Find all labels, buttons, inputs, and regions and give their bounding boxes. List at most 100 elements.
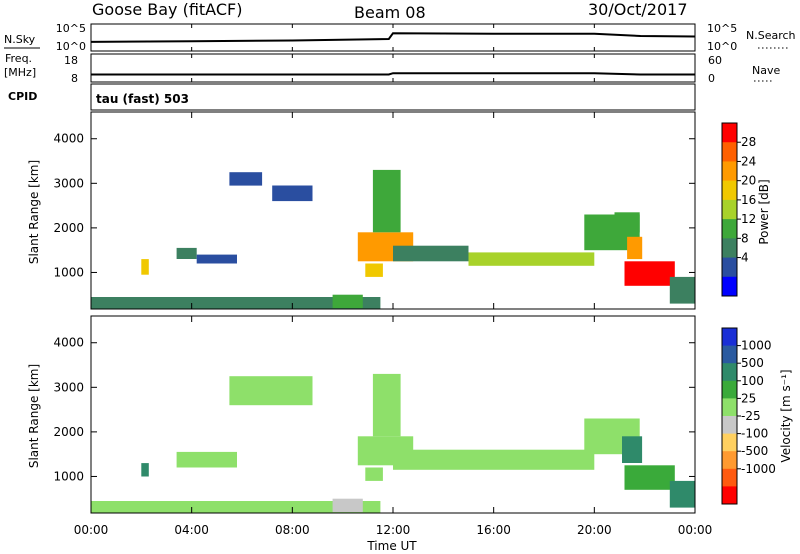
time-axis-label: Time UT	[366, 539, 417, 553]
y-tick-label: 1000	[53, 469, 84, 483]
cpid-value: tau (fast) 503	[96, 92, 189, 106]
colorbar-tick-label: 28	[741, 135, 756, 149]
nave-label: Nave	[752, 64, 780, 77]
colorbar-swatch	[722, 199, 737, 220]
heatmap-cell	[365, 263, 383, 277]
heatmap-cell	[669, 276, 695, 304]
colorbar-swatch	[722, 219, 737, 239]
colorbar-swatch	[722, 345, 737, 364]
y-tick-label: 2000	[53, 221, 84, 235]
x-tick-label: 08:00	[275, 523, 310, 537]
velocity-heatmap	[91, 373, 695, 513]
power-yaxis: 4000 3000 2000 1000	[53, 132, 695, 279]
colorbar-tick-label: 12	[741, 212, 756, 226]
colorbar-tick-label: -25	[741, 409, 761, 423]
heatmap-cell	[624, 465, 675, 490]
x-tick-label: 00:00	[678, 523, 713, 537]
colorbar-tick-label: 25	[741, 391, 756, 405]
cpid-panel-frame	[90, 83, 696, 111]
power-colorbar-label: Power [dB]	[757, 179, 771, 244]
heatmap-cell	[141, 259, 149, 275]
colorbar-tick-label: 1000	[741, 339, 772, 353]
heatmap-cell	[622, 436, 643, 463]
beam-title: Beam 08	[354, 3, 426, 22]
heatmap-cell	[229, 376, 313, 406]
x-tick-label: 00:00	[74, 523, 109, 537]
nsky-label: N.Sky	[4, 33, 36, 46]
colorbar-swatch	[722, 142, 737, 162]
cpid-label: CPID	[8, 90, 37, 103]
y-tick-label: 3000	[53, 176, 84, 190]
colorbar-swatch	[722, 328, 737, 347]
colorbar-swatch	[722, 433, 737, 452]
x-tick-label: 04:00	[174, 523, 209, 537]
heatmap-cell	[372, 373, 401, 437]
heatmap-cell	[332, 294, 363, 309]
colorbar-frame	[721, 122, 738, 297]
colorbar-tick-label: 100	[741, 374, 764, 388]
heatmap-cell	[176, 247, 197, 259]
date-title: 30/Oct/2017	[588, 0, 688, 19]
power-ylabel: Slant Range [km]	[27, 160, 41, 264]
nsky-panel-frame	[90, 23, 696, 52]
station-title: Goose Bay (fitACF)	[92, 0, 242, 19]
colorbar-swatch	[722, 123, 737, 143]
colorbar-swatch	[722, 363, 737, 382]
heatmap-cell	[272, 185, 313, 202]
x-tick-label: 20:00	[577, 523, 612, 537]
heatmap-cell	[372, 169, 401, 233]
power-colorbar: 28 24 20 16 12 8 4	[721, 122, 756, 297]
velocity-yaxis: 4000 3000 2000 1000	[53, 336, 695, 483]
y-tick-label: 4000	[53, 132, 84, 146]
freq-tick-bottom: 8	[71, 72, 78, 85]
heatmap-cell	[624, 261, 675, 286]
heatmap-cell	[141, 463, 149, 477]
power-heatmap	[91, 169, 695, 309]
heatmap-cell	[196, 254, 237, 264]
nsearch-tick-bottom: 10^0	[707, 40, 737, 53]
colorbar-tick-label: -1000	[741, 462, 776, 476]
heatmap-cell	[669, 480, 695, 508]
heatmap-cell	[91, 501, 381, 513]
y-tick-label: 1000	[53, 265, 84, 279]
nave-tick-top: 60	[708, 54, 722, 67]
nsearch-tick-top: 10^5	[707, 22, 737, 35]
heatmap-cell	[229, 172, 263, 186]
freq-label: Freq.	[5, 52, 32, 65]
heatmap-cell	[393, 245, 469, 262]
freq-tick-top: 18	[64, 54, 78, 67]
y-tick-label: 2000	[53, 425, 84, 439]
colorbar-tick-label: 20	[741, 174, 756, 188]
heatmap-cell	[91, 297, 381, 309]
heatmap-cell	[627, 236, 643, 260]
heatmap-cell	[468, 252, 595, 266]
y-tick-label: 3000	[53, 380, 84, 394]
colorbar-swatch	[722, 276, 737, 297]
colorbar-swatch	[722, 398, 737, 417]
colorbar-swatch	[722, 451, 737, 470]
colorbar-tick-label: 24	[741, 154, 756, 168]
nave-tick-bottom: 0	[708, 72, 715, 85]
colorbar-swatch	[722, 468, 737, 487]
colorbar-swatch	[722, 257, 737, 278]
time-axis: 00:00 04:00 08:00 12:00 16:00 20:00 00:00	[74, 24, 713, 537]
colorbar-swatch	[722, 380, 737, 399]
colorbar-tick-label: -500	[741, 444, 768, 458]
heatmap-cell	[393, 449, 595, 470]
nsky-trace	[90, 32, 696, 43]
heatmap-cell	[614, 212, 640, 233]
colorbar-swatch	[722, 486, 737, 505]
colorbar-tick-label: -100	[741, 427, 768, 441]
heatmap-cell	[176, 451, 237, 468]
y-tick-label: 4000	[53, 336, 84, 350]
freq-panel-frame	[90, 53, 696, 83]
colorbar-swatch	[722, 416, 737, 435]
heatmap-cell	[365, 467, 383, 481]
nsearch-label: N.Search	[746, 29, 796, 42]
colorbar-tick-label: 500	[741, 356, 764, 370]
nsky-tick-bottom: 10^0	[56, 40, 86, 53]
colorbar-tick-label: 8	[741, 231, 749, 245]
colorbar-tick-label: 4	[741, 251, 749, 265]
colorbar-swatch	[722, 180, 737, 201]
